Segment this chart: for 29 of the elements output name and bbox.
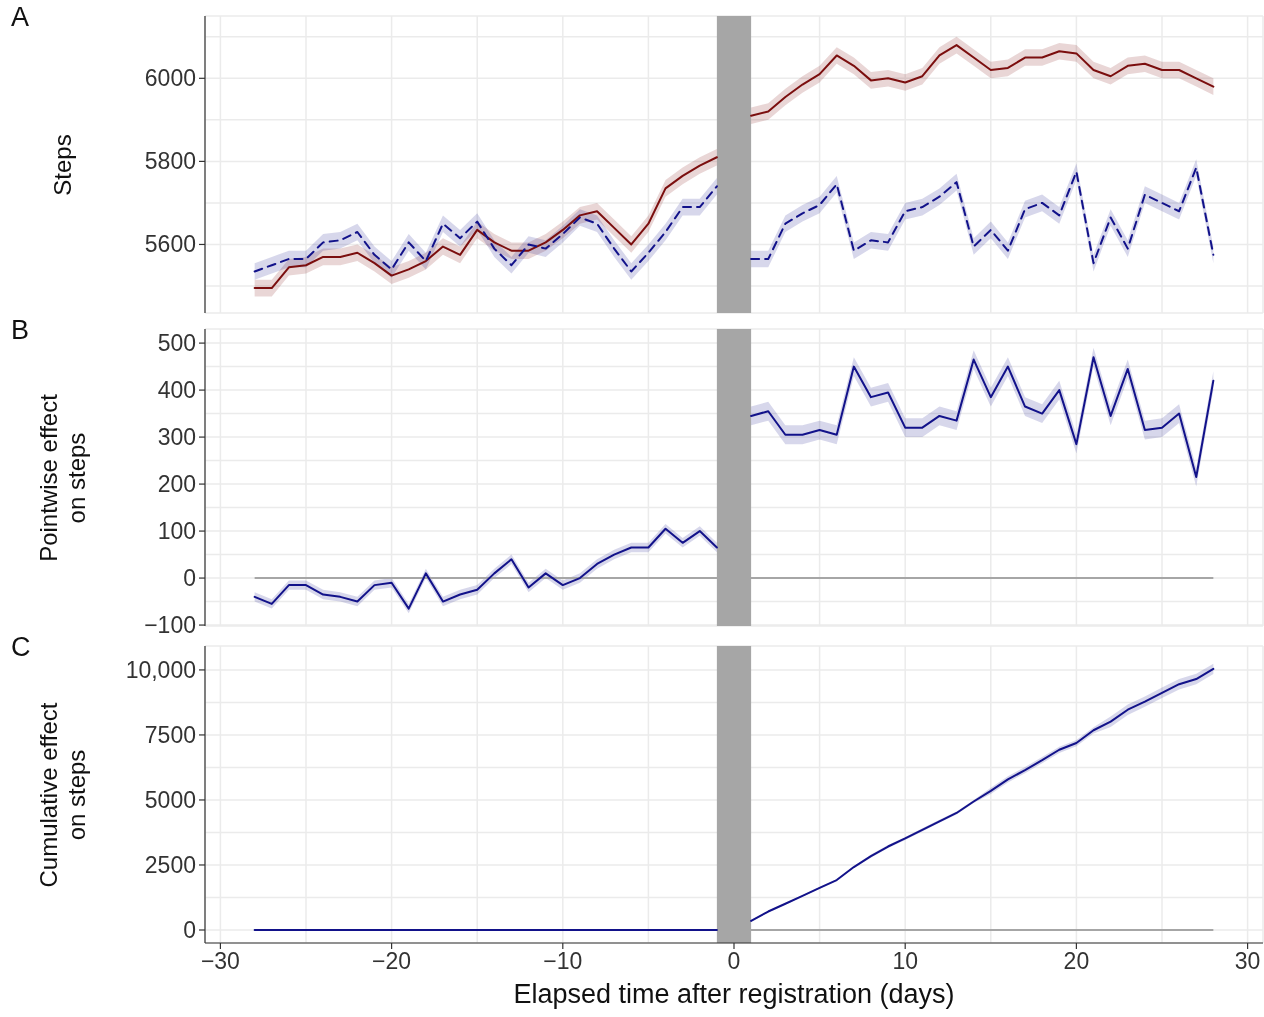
y-tick-label: 400 (157, 377, 196, 404)
y-tick-label: 5000 (144, 786, 196, 813)
y-axis-title: Pointwise effect on steps (35, 393, 91, 562)
x-tick-label: 0 (727, 947, 741, 974)
y-tick-label: 5800 (144, 148, 196, 175)
x-axis-title: Elapsed time after registration (days) (513, 979, 955, 1009)
y-tick-label: 100 (157, 518, 196, 545)
y-tick-label: 7500 (144, 721, 196, 748)
y-tick-label: 2500 (144, 851, 196, 878)
y-tick-label: 0 (183, 565, 196, 592)
y-tick-label: 10,000 (125, 656, 196, 683)
x-tick-label: 10 (892, 947, 918, 974)
x-tick-label: −10 (543, 947, 583, 974)
x-tick-label: 30 (1234, 947, 1261, 974)
chart-title: B (11, 315, 30, 346)
chart-title: C (11, 632, 31, 663)
x-tick-label: 20 (1063, 947, 1090, 974)
y-tick-label: 0 (183, 917, 196, 943)
y-tick-label: 300 (157, 424, 196, 451)
y-tick-label: 6000 (144, 65, 196, 92)
y-tick-label: 5600 (144, 231, 196, 258)
y-axis-title: Steps (49, 133, 77, 196)
y-tick-label: 200 (157, 471, 196, 498)
y-tick-label: −100 (144, 612, 196, 639)
chart-title: A (11, 2, 30, 33)
y-tick-label: 500 (157, 330, 196, 357)
x-tick-label: −20 (372, 947, 412, 974)
y-axis-title: Cumulative effect on steps (35, 702, 91, 887)
x-tick-label: −30 (200, 947, 240, 974)
